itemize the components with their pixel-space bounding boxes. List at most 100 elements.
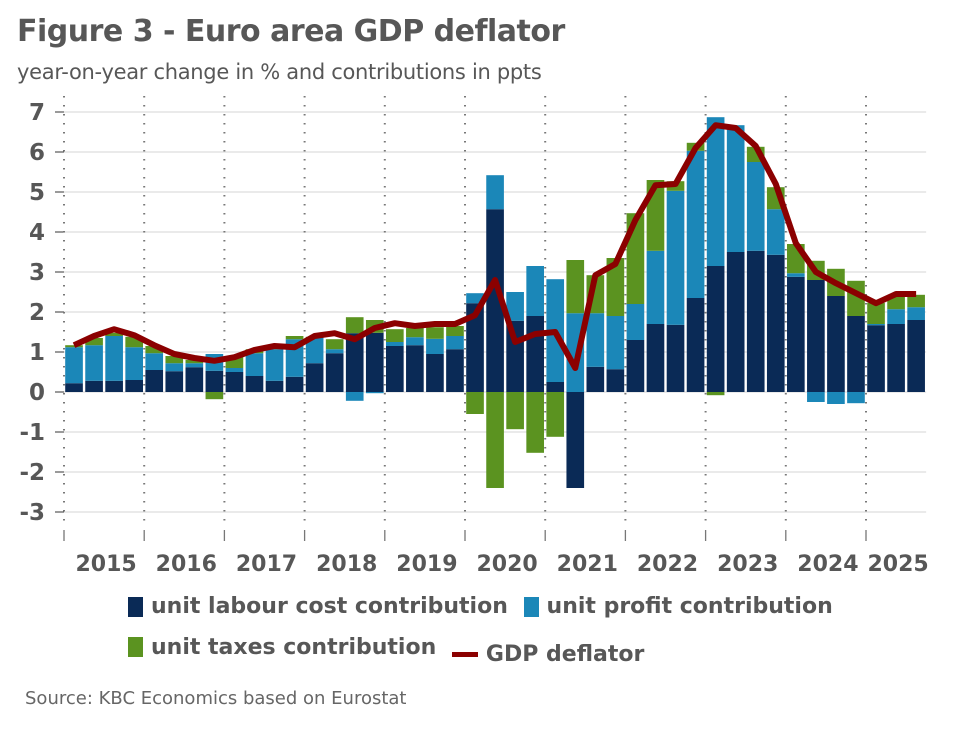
bar-unit-taxes	[145, 346, 164, 354]
x-tick-label: 2024	[797, 552, 858, 577]
bar-unit-labour-cost	[626, 340, 645, 392]
x-tick-label: 2019	[396, 552, 457, 577]
bar-unit-taxes	[506, 392, 524, 430]
bar-unit-profit	[506, 292, 524, 321]
bar-unit-labour-cost	[125, 380, 143, 392]
bar-unit-taxes	[406, 328, 424, 338]
bar-unit-profit	[165, 363, 184, 372]
y-tick-label: -1	[19, 420, 45, 446]
y-tick-label: 1	[29, 340, 45, 366]
bar-unit-profit	[867, 324, 885, 326]
bar-unit-profit	[646, 250, 665, 324]
bar-unit-taxes	[526, 392, 544, 453]
y-tick-label: -2	[19, 460, 45, 486]
bar-unit-labour-cost	[165, 371, 184, 392]
bar-unit-profit	[626, 304, 645, 340]
year-separators	[63, 96, 867, 541]
x-tick-label: 2015	[75, 552, 136, 577]
legend-item-gdp-deflator: GDP deflator	[451, 636, 644, 673]
y-tick-label: 0	[29, 380, 45, 406]
bar-unit-labour-cost	[726, 252, 745, 392]
bar-unit-taxes	[907, 294, 925, 308]
bar-unit-profit	[566, 313, 585, 392]
bar-unit-profit	[907, 307, 925, 320]
bar-unit-taxes	[426, 327, 444, 339]
bar-unit-profit	[125, 347, 143, 380]
bar-unit-taxes	[606, 258, 625, 316]
bar-unit-profit	[386, 342, 404, 346]
chart-title: Figure 3 - Euro area GDP deflator	[17, 14, 565, 49]
bar-unit-labour-cost	[827, 296, 845, 392]
bar-unit-profit	[746, 162, 765, 251]
bar-unit-labour-cost	[426, 354, 444, 392]
bar-unit-profit	[185, 363, 204, 368]
bar-unit-labour-cost	[606, 369, 625, 392]
x-axis-ticks: 2015 2016 2017 2018 2019 2020 2021 2022 2023 2024…	[75, 552, 928, 577]
y-tick-label: 3	[29, 260, 45, 286]
bar-unit-labour-cost	[686, 298, 705, 392]
bar-unit-taxes	[65, 345, 83, 348]
legend-item-unit-labour-cost: unit labour cost contribution	[128, 588, 508, 625]
bar-unit-profit	[446, 336, 464, 350]
bar-unit-profit	[887, 309, 905, 324]
bar-unit-taxes	[867, 302, 885, 324]
bar-unit-profit	[365, 392, 384, 394]
bar-unit-profit	[787, 273, 805, 277]
line-layer	[72, 122, 917, 371]
x-tick-label: 2025	[867, 552, 928, 577]
bar-unit-profit	[65, 347, 83, 384]
bar-unit-profit	[486, 175, 504, 210]
bar-unit-labour-cost	[285, 376, 304, 392]
bar-unit-labour-cost	[225, 372, 244, 392]
bar-unit-labour-cost	[345, 333, 364, 392]
y-tick-label: 2	[29, 300, 45, 326]
bar-unit-labour-cost	[245, 376, 264, 392]
bar-unit-taxes	[345, 317, 364, 334]
bar-unit-taxes	[165, 356, 184, 364]
bar-unit-labour-cost	[386, 346, 404, 392]
bar-unit-labour-cost	[907, 320, 925, 392]
bar-unit-profit	[606, 316, 625, 370]
x-tick-label: 2018	[316, 552, 377, 577]
bar-unit-labour-cost	[807, 280, 825, 392]
bar-unit-labour-cost	[706, 266, 725, 392]
bar-unit-profit	[706, 117, 725, 266]
bar-unit-taxes	[566, 260, 585, 314]
bar-unit-taxes	[486, 392, 504, 488]
source-note: Source: KBC Economics based on Eurostat	[25, 688, 407, 709]
bar-unit-profit	[526, 266, 544, 316]
bar-unit-labour-cost	[446, 349, 464, 392]
bar-unit-taxes	[105, 332, 123, 336]
bar-unit-profit	[145, 353, 164, 370]
bar-unit-labour-cost	[586, 366, 605, 392]
bar-unit-labour-cost	[65, 383, 83, 392]
bar-unit-taxes	[185, 360, 204, 364]
bar-unit-taxes	[446, 326, 464, 336]
bar-unit-labour-cost	[666, 324, 685, 392]
legend-label: unit taxes contribution	[151, 634, 437, 660]
y-tick-label: 5	[29, 180, 45, 206]
bar-unit-profit	[686, 150, 705, 298]
chart-subtitle: year-on-year change in % and contributio…	[17, 60, 542, 84]
bar-unit-profit	[305, 338, 324, 364]
y-tick-label: 4	[29, 220, 45, 246]
x-tick-label: 2023	[717, 552, 778, 577]
legend-swatch-unit-labour-cost	[128, 596, 143, 617]
bar-unit-profit	[766, 209, 785, 255]
legend: unit labour cost contribution unit profi…	[128, 588, 888, 673]
bar-unit-taxes	[205, 392, 224, 400]
y-tick-label: -3	[19, 500, 45, 526]
bar-unit-taxes	[386, 329, 404, 342]
bar-unit-labour-cost	[486, 209, 504, 392]
bar-unit-labour-cost	[546, 382, 565, 392]
bar-unit-labour-cost	[526, 316, 544, 392]
legend-label: unit profit contribution	[546, 594, 833, 619]
bar-unit-profit	[466, 293, 484, 304]
bar-unit-labour-cost	[325, 353, 344, 392]
bar-unit-labour-cost	[305, 363, 324, 392]
bar-unit-labour-cost	[105, 380, 123, 392]
bar-unit-profit	[245, 353, 264, 376]
bar-unit-labour-cost	[766, 254, 785, 392]
legend-item-unit-taxes: unit taxes contribution	[128, 629, 436, 666]
bar-unit-labour-cost	[406, 345, 424, 392]
